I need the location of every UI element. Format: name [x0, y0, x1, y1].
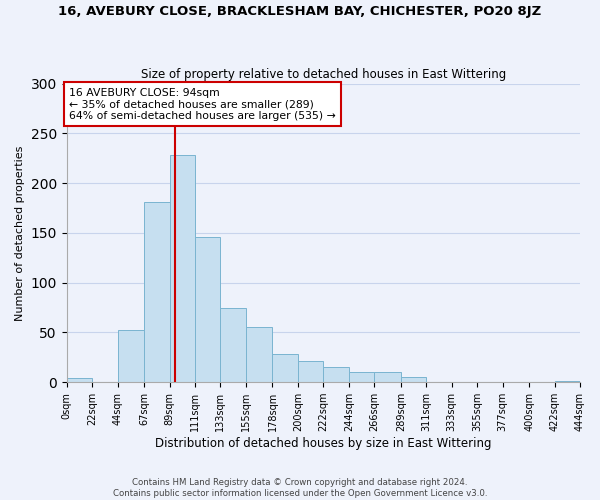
Bar: [67, 378, 92, 382]
Y-axis label: Number of detached properties: Number of detached properties: [15, 145, 25, 320]
Bar: [144, 202, 170, 382]
Bar: [170, 155, 195, 382]
Bar: [349, 372, 374, 382]
X-axis label: Distribution of detached houses by size in East Wittering: Distribution of detached houses by size …: [155, 437, 491, 450]
Bar: [195, 237, 220, 382]
Bar: [374, 372, 401, 382]
Bar: [323, 368, 349, 382]
Bar: [272, 354, 298, 382]
Title: Size of property relative to detached houses in East Wittering: Size of property relative to detached ho…: [141, 68, 506, 81]
Bar: [554, 381, 580, 382]
Bar: [220, 308, 246, 382]
Text: Contains HM Land Registry data © Crown copyright and database right 2024.
Contai: Contains HM Land Registry data © Crown c…: [113, 478, 487, 498]
Bar: [298, 362, 323, 382]
Bar: [118, 330, 144, 382]
Bar: [246, 328, 272, 382]
Bar: [401, 377, 426, 382]
Text: 16 AVEBURY CLOSE: 94sqm
← 35% of detached houses are smaller (289)
64% of semi-d: 16 AVEBURY CLOSE: 94sqm ← 35% of detache…: [69, 88, 336, 120]
Text: 16, AVEBURY CLOSE, BRACKLESHAM BAY, CHICHESTER, PO20 8JZ: 16, AVEBURY CLOSE, BRACKLESHAM BAY, CHIC…: [58, 5, 542, 18]
